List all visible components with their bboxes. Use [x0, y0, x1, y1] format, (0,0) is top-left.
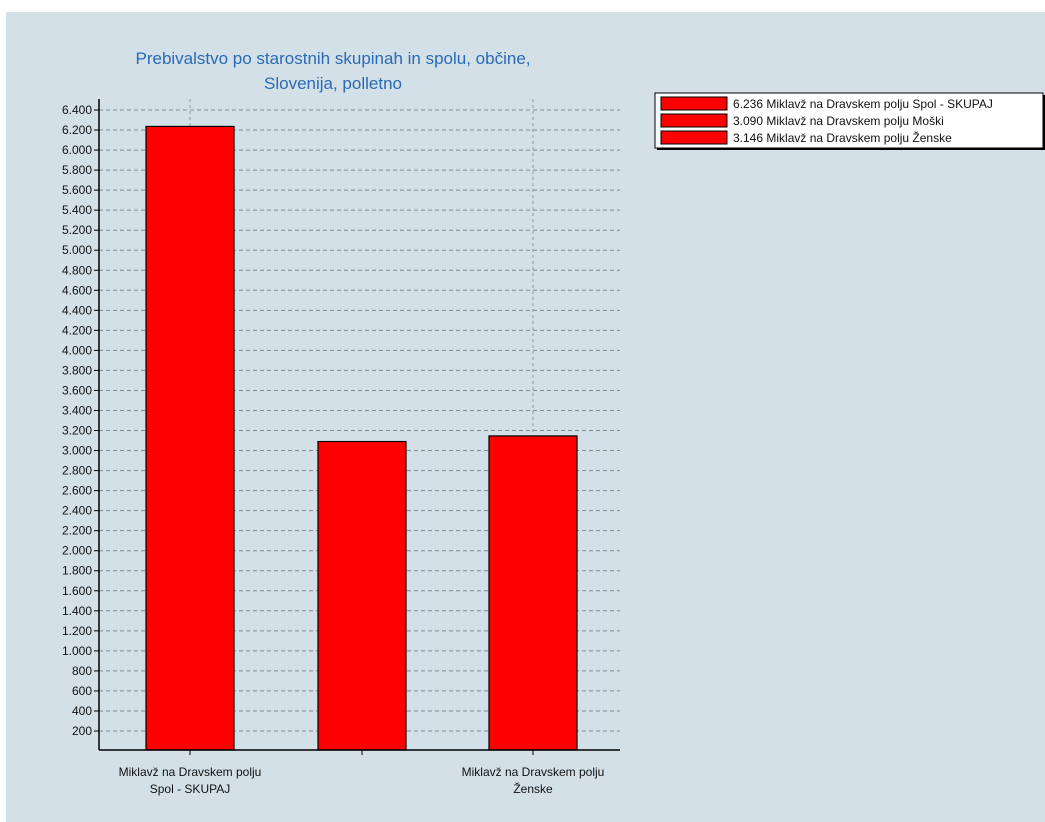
x-category-label: Spol - SKUPAJ	[150, 782, 230, 796]
y-axis-ticks: 6.400 6.200 6.000 5.800 5.600 5.400 5.200 5.000…	[62, 103, 99, 738]
legend-entry: 3.090 Miklavž na Dravskem polju Moški	[733, 114, 944, 128]
bar	[145, 125, 235, 751]
y-tick-label: 6.000	[62, 143, 92, 157]
y-tick-label: 4.800	[62, 263, 92, 277]
y-tick-label: 1.200	[62, 624, 92, 638]
chart-title-line-2: Slovenija, polletno	[264, 74, 402, 93]
y-tick-label: 3.400	[62, 403, 92, 417]
axes	[98, 99, 620, 755]
legend-entry: 6.236 Miklavž na Dravskem polju Spol - S…	[733, 97, 993, 111]
y-tick-label: 3.000	[62, 444, 92, 458]
legend-entry: 3.146 Miklavž na Dravskem polju Ženske	[733, 130, 952, 145]
chart-title-line-1: Prebivalstvo po starostnih skupinah in s…	[135, 49, 530, 68]
y-tick-label: 200	[72, 724, 92, 738]
chart-title: Prebivalstvo po starostnih skupinah in s…	[135, 49, 530, 93]
y-tick-label: 5.600	[62, 183, 92, 197]
y-tick-label: 2.000	[62, 544, 92, 558]
y-tick-label: 5.000	[62, 243, 92, 257]
y-tick-label: 3.600	[62, 383, 92, 397]
y-tick-label: 5.800	[62, 163, 92, 177]
y-tick-label: 2.400	[62, 504, 92, 518]
legend-swatch	[660, 130, 728, 145]
y-tick-label: 2.600	[62, 484, 92, 498]
y-tick-label: 4.400	[62, 303, 92, 317]
y-tick-label: 400	[72, 704, 92, 718]
y-tick-label: 1.000	[62, 644, 92, 658]
x-category-label: Ženske	[513, 781, 553, 796]
y-tick-label: 1.400	[62, 604, 92, 618]
y-tick-label: 600	[72, 684, 92, 698]
y-tick-label: 2.800	[62, 464, 92, 478]
y-tick-label: 800	[72, 664, 92, 678]
x-category-label: Miklavž na Dravskem polju	[119, 765, 262, 779]
y-tick-label: 1.800	[62, 564, 92, 578]
legend-swatch	[660, 113, 728, 128]
y-tick-label: 3.800	[62, 363, 92, 377]
x-category-label: Miklavž na Dravskem polju	[462, 765, 605, 779]
y-tick-label: 6.400	[62, 103, 92, 117]
y-tick-label: 1.600	[62, 584, 92, 598]
legend-swatch	[660, 96, 728, 111]
bars	[145, 125, 578, 751]
bar	[317, 440, 407, 751]
y-tick-label: 2.200	[62, 524, 92, 538]
y-tick-label: 6.200	[62, 123, 92, 137]
y-tick-label: 5.400	[62, 203, 92, 217]
y-tick-label: 4.200	[62, 323, 92, 337]
legend: 6.236 Miklavž na Dravskem polju Spol - S…	[654, 92, 1045, 150]
y-tick-label: 4.000	[62, 343, 92, 357]
y-tick-label: 4.600	[62, 283, 92, 297]
y-tick-label: 5.200	[62, 223, 92, 237]
bar	[488, 435, 578, 751]
y-tick-label: 3.200	[62, 424, 92, 438]
x-axis-labels: Miklavž na Dravskem polju Spol - SKUPAJ Mi…	[119, 765, 605, 796]
